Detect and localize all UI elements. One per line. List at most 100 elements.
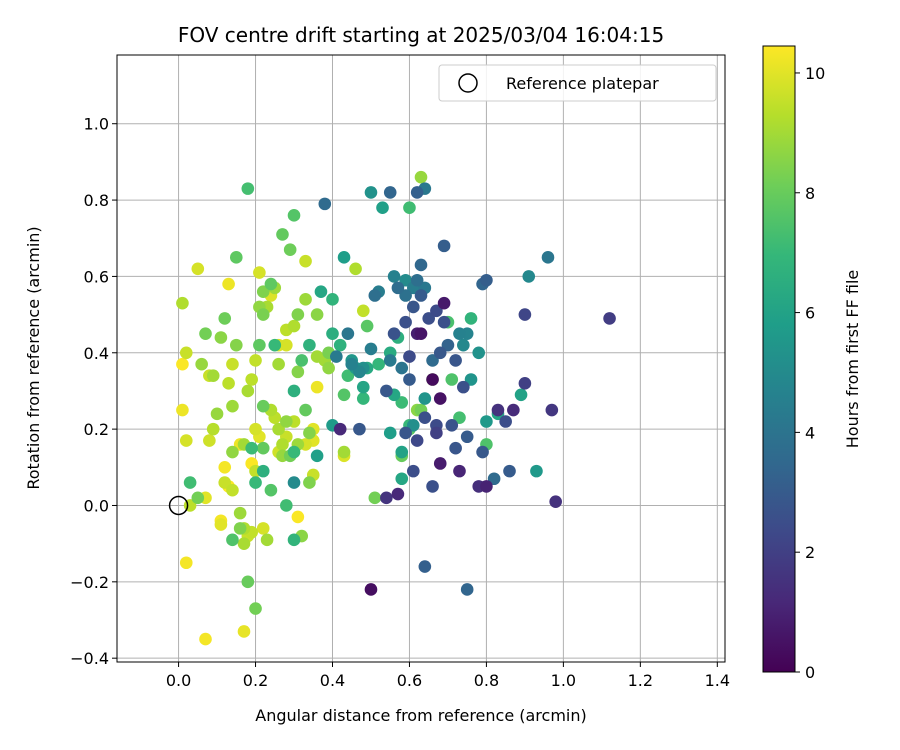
scatter-point <box>360 319 374 333</box>
scatter-point <box>280 415 293 428</box>
scatter-point <box>356 304 370 318</box>
scatter-points <box>176 170 616 646</box>
y-tick-label: −0.4 <box>70 649 109 668</box>
scatter-point <box>422 312 435 325</box>
scatter-point <box>453 464 466 478</box>
scatter-point <box>414 258 428 272</box>
scatter-point <box>380 384 393 398</box>
scatter-point <box>333 338 347 352</box>
scatter-point <box>337 388 351 402</box>
plot-frame <box>116 54 726 663</box>
scatter-point <box>433 346 447 360</box>
scatter-point <box>226 445 239 459</box>
scatter-point <box>499 415 512 428</box>
scatter-point <box>249 422 262 436</box>
scatter-point <box>295 354 309 367</box>
y-tick-label: 1.0 <box>84 115 109 134</box>
scatter-point <box>249 354 262 367</box>
scatter-point <box>541 251 555 264</box>
scatter-point <box>391 487 405 501</box>
scatter-point <box>449 354 462 367</box>
scatter-point <box>403 201 416 215</box>
scatter-point <box>303 476 316 489</box>
scatter-point <box>391 281 405 295</box>
scatter-point <box>276 438 289 451</box>
scatter-point <box>264 483 278 497</box>
scatter-point <box>183 476 197 489</box>
x-tick-label: 0.6 <box>397 671 422 690</box>
scatter-point <box>330 350 343 363</box>
reference-marker <box>168 495 189 516</box>
scatter-point <box>268 338 282 352</box>
colorbar-tick-label: 8 <box>805 184 815 203</box>
x-tick-label: 1.0 <box>551 671 576 690</box>
scatter-point <box>322 361 335 375</box>
scatter-point <box>337 251 351 264</box>
scatter-point <box>256 399 270 413</box>
scatter-point <box>418 392 432 405</box>
scatter-point <box>410 434 424 447</box>
scatter-point <box>387 327 401 340</box>
scatter-point <box>418 411 432 424</box>
scatter-point <box>310 449 324 463</box>
scatter-point <box>480 480 493 493</box>
scatter-point <box>460 430 474 444</box>
colorbar-label: Hours from first FF file <box>843 270 862 449</box>
y-tick-label: 0.0 <box>84 496 109 515</box>
scatter-point <box>487 472 501 486</box>
scatter-point <box>480 273 493 287</box>
scatter-point <box>383 426 397 440</box>
scatter-point <box>395 396 409 409</box>
scatter-point <box>264 277 278 291</box>
scatter-point <box>229 338 243 352</box>
scatter-point <box>226 399 239 413</box>
scatter-point <box>206 422 220 436</box>
scatter-point <box>226 533 239 547</box>
scatter-point <box>199 327 212 340</box>
scatter-point <box>299 403 312 417</box>
scatter-point <box>372 357 385 371</box>
scatter-point <box>545 403 559 417</box>
scatter-point <box>437 315 451 329</box>
scatter-point <box>380 491 393 505</box>
scatter-point <box>195 357 208 371</box>
scatter-point <box>191 262 205 276</box>
scatter-point <box>491 403 505 417</box>
scatter-point <box>399 289 412 302</box>
scatter-point <box>256 522 270 535</box>
scatter-point <box>303 338 316 352</box>
scatter-point <box>418 560 432 573</box>
x-axis-label: Angular distance from reference (arcmin) <box>255 706 586 725</box>
scatter-point <box>464 312 478 325</box>
y-tick-label: −0.2 <box>70 573 109 592</box>
plot-area: 0.0 0.2 0.4 0.6 0.8 1.0 1.2 1.4 −0.4−0.20.00.20… <box>70 54 730 690</box>
scatter-point <box>191 491 205 505</box>
scatter-point <box>395 445 409 459</box>
scatter-point <box>280 499 293 512</box>
scatter-point <box>453 327 466 340</box>
scatter-point <box>310 380 324 394</box>
scatter-point <box>256 285 270 298</box>
scatter-point <box>433 457 447 470</box>
scatter-point <box>410 273 424 287</box>
scatter-point <box>176 403 189 417</box>
scatter-point <box>480 415 493 428</box>
scatter-point <box>291 308 305 321</box>
legend-reference-icon <box>458 73 478 93</box>
scatter-point <box>430 426 443 440</box>
scatter-point <box>460 583 474 596</box>
scatter-point <box>256 441 270 455</box>
colorbar-tick-label: 4 <box>805 423 815 442</box>
scatter-point <box>383 354 397 367</box>
colorbar-tick-label: 2 <box>805 543 815 562</box>
scatter-point <box>426 373 439 386</box>
x-tick-label: 1.4 <box>705 671 730 690</box>
scatter-point <box>287 319 301 333</box>
scatter-point <box>518 308 532 321</box>
legend: Reference platepar <box>438 64 717 102</box>
scatter-point <box>403 350 416 363</box>
scatter-point <box>287 209 301 222</box>
x-axis-ticks: 0.0 0.2 0.4 0.6 0.8 1.0 1.2 1.4 <box>166 662 730 690</box>
scatter-point <box>333 422 347 436</box>
scatter-point <box>403 373 416 386</box>
